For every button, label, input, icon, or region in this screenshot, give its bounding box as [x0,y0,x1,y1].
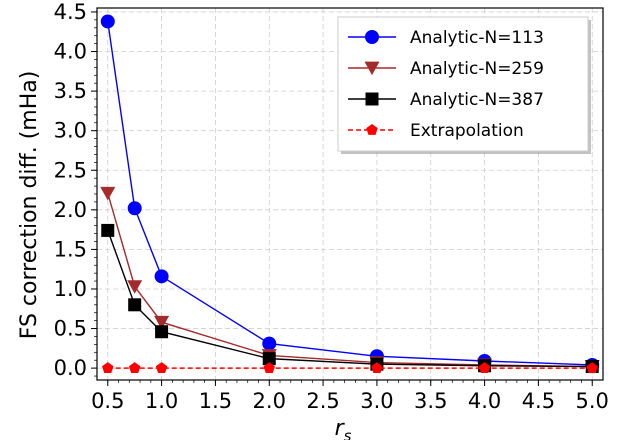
data-point-marker [127,280,143,294]
series-layer [100,14,600,374]
legend-label: Extrapolation [410,121,524,141]
major-ticks [91,11,593,386]
series-4 [102,362,598,373]
y-tick-label: 3.5 [54,79,87,103]
data-point-marker [365,92,379,106]
legend-entry: Extrapolation [348,121,524,141]
x-tick-label: 3.5 [414,389,447,413]
data-point-marker [155,325,169,339]
x-axis-label-subscript: s [344,427,352,440]
data-point-marker [102,362,114,373]
data-point-marker [127,201,142,216]
data-point-marker [366,124,378,135]
data-point-marker [100,186,116,201]
x-tick-label: 5.0 [576,389,609,413]
y-tick-label: 2.0 [54,198,87,222]
data-point-marker [478,362,491,373]
legend-entry: Analytic-N=259 [348,59,544,79]
x-tick-label: 0.5 [91,389,124,413]
plot-frame [96,7,604,381]
data-point-marker [262,336,277,351]
y-axis-label: FS correction diff. (mHa) [17,71,42,340]
data-point-marker [101,223,115,237]
y-tick-label: 0.0 [54,356,87,380]
data-point-marker [128,298,142,312]
y-tick-label: 1.0 [54,277,87,301]
data-point-marker [100,14,115,29]
grid-lines [97,8,603,380]
x-tick-label: 2.0 [253,389,286,413]
legend-label: Analytic-N=387 [410,90,544,110]
legend-box [337,16,589,152]
y-tick-label: 4.5 [54,0,87,24]
y-tick-label: 3.0 [54,119,87,143]
y-tick-label: 4.0 [54,40,87,64]
y-tick-label: 2.5 [54,158,87,182]
data-point-marker [262,352,276,366]
data-point-marker [371,362,383,373]
x-tick-label: 4.5 [522,389,555,413]
legend: Analytic-N=113 Analytic-N=259 Analytic-N=3… [337,16,591,154]
y-tick-label: 1.5 [54,237,87,261]
x-axis-label-main: r [335,416,346,440]
y-tick-label: 0.5 [54,317,87,341]
x-tick-label: 1.5 [199,389,232,413]
x-tick-label: 2.5 [306,389,339,413]
data-point-marker [263,362,275,373]
data-point-marker [155,362,168,373]
tick-labels: 0.5 1.0 1.5 2.0 2.5 3.0 3.5 4.0 4.5 5.00.00.51.01… [54,0,609,413]
legend-label: Analytic-N=113 [410,28,544,48]
data-point-marker [154,269,169,284]
data-point-marker [365,30,379,44]
data-point-marker [154,315,170,330]
legend-entry: Analytic-N=387 [348,90,544,110]
data-point-marker [364,61,380,76]
legend-label: Analytic-N=259 [410,59,544,79]
x-axis-label: rs [335,416,352,440]
data-point-marker [128,362,141,373]
legend-entry: Analytic-N=113 [348,28,544,48]
x-tick-label: 3.0 [360,389,393,413]
x-tick-label: 4.0 [468,389,501,413]
x-tick-label: 1.0 [145,389,178,413]
data-point-marker [586,362,598,373]
